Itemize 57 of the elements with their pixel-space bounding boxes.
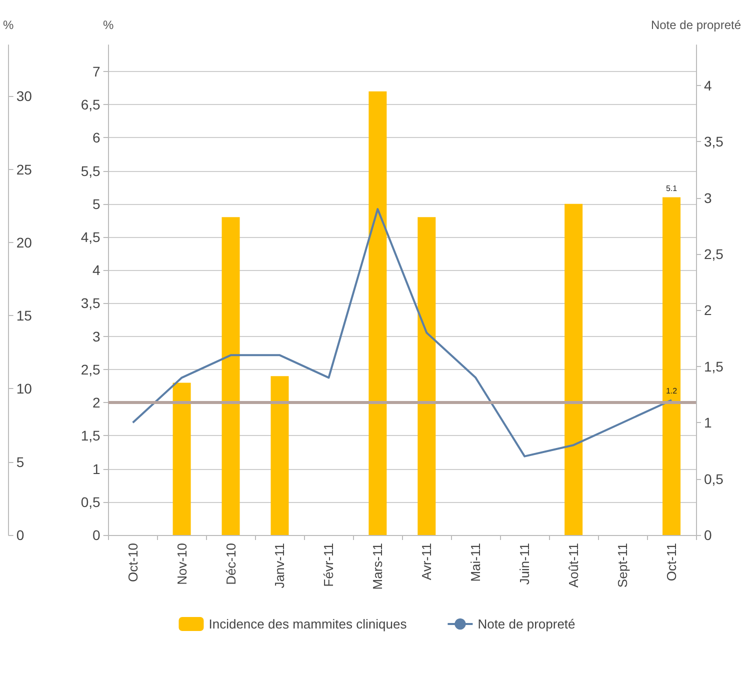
y-tick-label: 1	[92, 460, 101, 477]
bar	[172, 382, 191, 535]
y3-tick-label: 25	[16, 161, 32, 178]
x-tick-label: Avr-11	[419, 543, 434, 580]
x-tick-label: Déc-10	[223, 543, 238, 585]
x-tick-label: Janv-11	[272, 543, 288, 588]
y2-tick-label: 1	[704, 414, 712, 431]
y-tick-label: 2	[92, 394, 101, 411]
y2-axis-title: Note de propreté	[650, 18, 742, 32]
y-tick-label: 6,5	[80, 96, 101, 113]
y-tick-label: 4	[92, 262, 101, 278]
bar	[662, 197, 681, 535]
x-tick-label: Mars-11	[370, 543, 386, 590]
x-tick-label: Oct-11	[664, 543, 680, 582]
y-tick-label: 0,5	[80, 494, 101, 510]
y-axis-title: %	[103, 18, 114, 32]
y3-axis-title: %	[3, 18, 14, 32]
y3-tick-label: 5	[16, 454, 24, 470]
y2-tick-label: 2	[704, 302, 712, 318]
y-tick-label: 5,5	[80, 162, 101, 179]
y-tick-label: 1,5	[80, 428, 101, 444]
x-tick-label: Nov-10	[174, 543, 190, 585]
y3-tick-label: 0	[16, 527, 24, 543]
y2-tick-label: 0,5	[704, 470, 724, 487]
x-tick-label: Août-11	[566, 543, 582, 588]
y3-tick-label: 10	[16, 380, 32, 397]
bar	[222, 217, 240, 535]
y-tick-label: 2,5	[80, 361, 101, 378]
y2-tick-label: 4	[704, 77, 712, 94]
x-tick-label: Oct-10	[125, 543, 140, 582]
y3-tick-label: 30	[16, 88, 32, 104]
bar	[270, 376, 289, 535]
y2-tick-label: 0	[704, 527, 712, 543]
y-tick-label: 3,5	[80, 295, 101, 312]
y-tick-label: 5	[92, 196, 101, 212]
y2-tick-label: 3,5	[704, 134, 724, 150]
bar	[418, 217, 436, 535]
legend-label: Note de propreté	[478, 616, 576, 632]
y2-tick-label: 1,5	[704, 358, 724, 374]
x-tick-label: Juin-11	[517, 543, 532, 585]
data-label: 1.2	[666, 386, 678, 396]
bar	[368, 91, 387, 535]
x-tick-label: Mai-11	[468, 543, 484, 582]
legend-label: Incidence des mammites cliniques	[208, 616, 408, 632]
data-label: 5.1	[666, 184, 678, 193]
y2-tick-label: 2,5	[704, 246, 724, 262]
x-tick-label: Sept-11	[615, 543, 630, 588]
y-tick-label: 7	[92, 63, 101, 80]
y2-tick-label: 3	[704, 190, 712, 206]
x-tick-label: Févr-11	[321, 543, 336, 587]
y-tick-label: 4,5	[80, 229, 101, 246]
y-tick-label: 0	[92, 527, 101, 543]
bar	[564, 204, 583, 535]
y3-tick-label: 20	[16, 234, 32, 250]
y-tick-label: 6	[92, 130, 101, 146]
y3-tick-label: 15	[16, 308, 32, 324]
y-tick-label: 3	[92, 328, 101, 344]
